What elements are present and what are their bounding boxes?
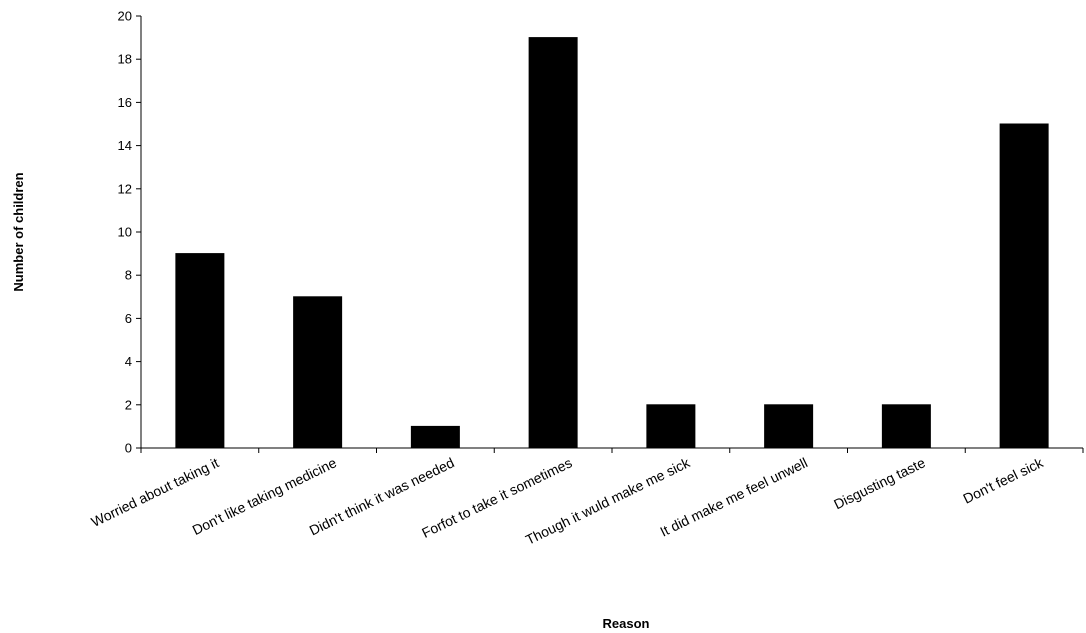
bar <box>410 425 460 449</box>
x-category-label: Disgusting taste <box>831 454 928 512</box>
bar <box>293 296 343 449</box>
y-tick-label: 2 <box>125 397 132 412</box>
y-axis-title: Number of children <box>11 172 26 291</box>
bar <box>881 404 931 449</box>
bars <box>175 37 1049 449</box>
y-tick-label: 18 <box>118 52 132 67</box>
y-tick-label: 14 <box>118 138 132 153</box>
y-tick-label: 12 <box>118 181 132 196</box>
x-axis-title: Reason <box>603 616 650 631</box>
y-ticks: 0 2 4 6 8 10 12 14 16 18 20 <box>118 9 141 456</box>
x-ticks <box>140 448 1084 453</box>
bar <box>646 404 696 449</box>
y-tick-label: 6 <box>125 311 132 326</box>
y-tick-label: 4 <box>125 354 132 369</box>
bar <box>175 253 225 449</box>
bar <box>999 123 1049 449</box>
y-tick-label: 10 <box>118 225 132 240</box>
x-category-label: Don't feel sick <box>960 454 1046 507</box>
y-tick-label: 0 <box>125 441 132 456</box>
y-tick-label: 8 <box>125 268 132 283</box>
bar <box>528 37 578 449</box>
y-tick-label: 20 <box>118 9 132 24</box>
y-tick-label: 16 <box>118 95 132 110</box>
bar <box>764 404 814 449</box>
